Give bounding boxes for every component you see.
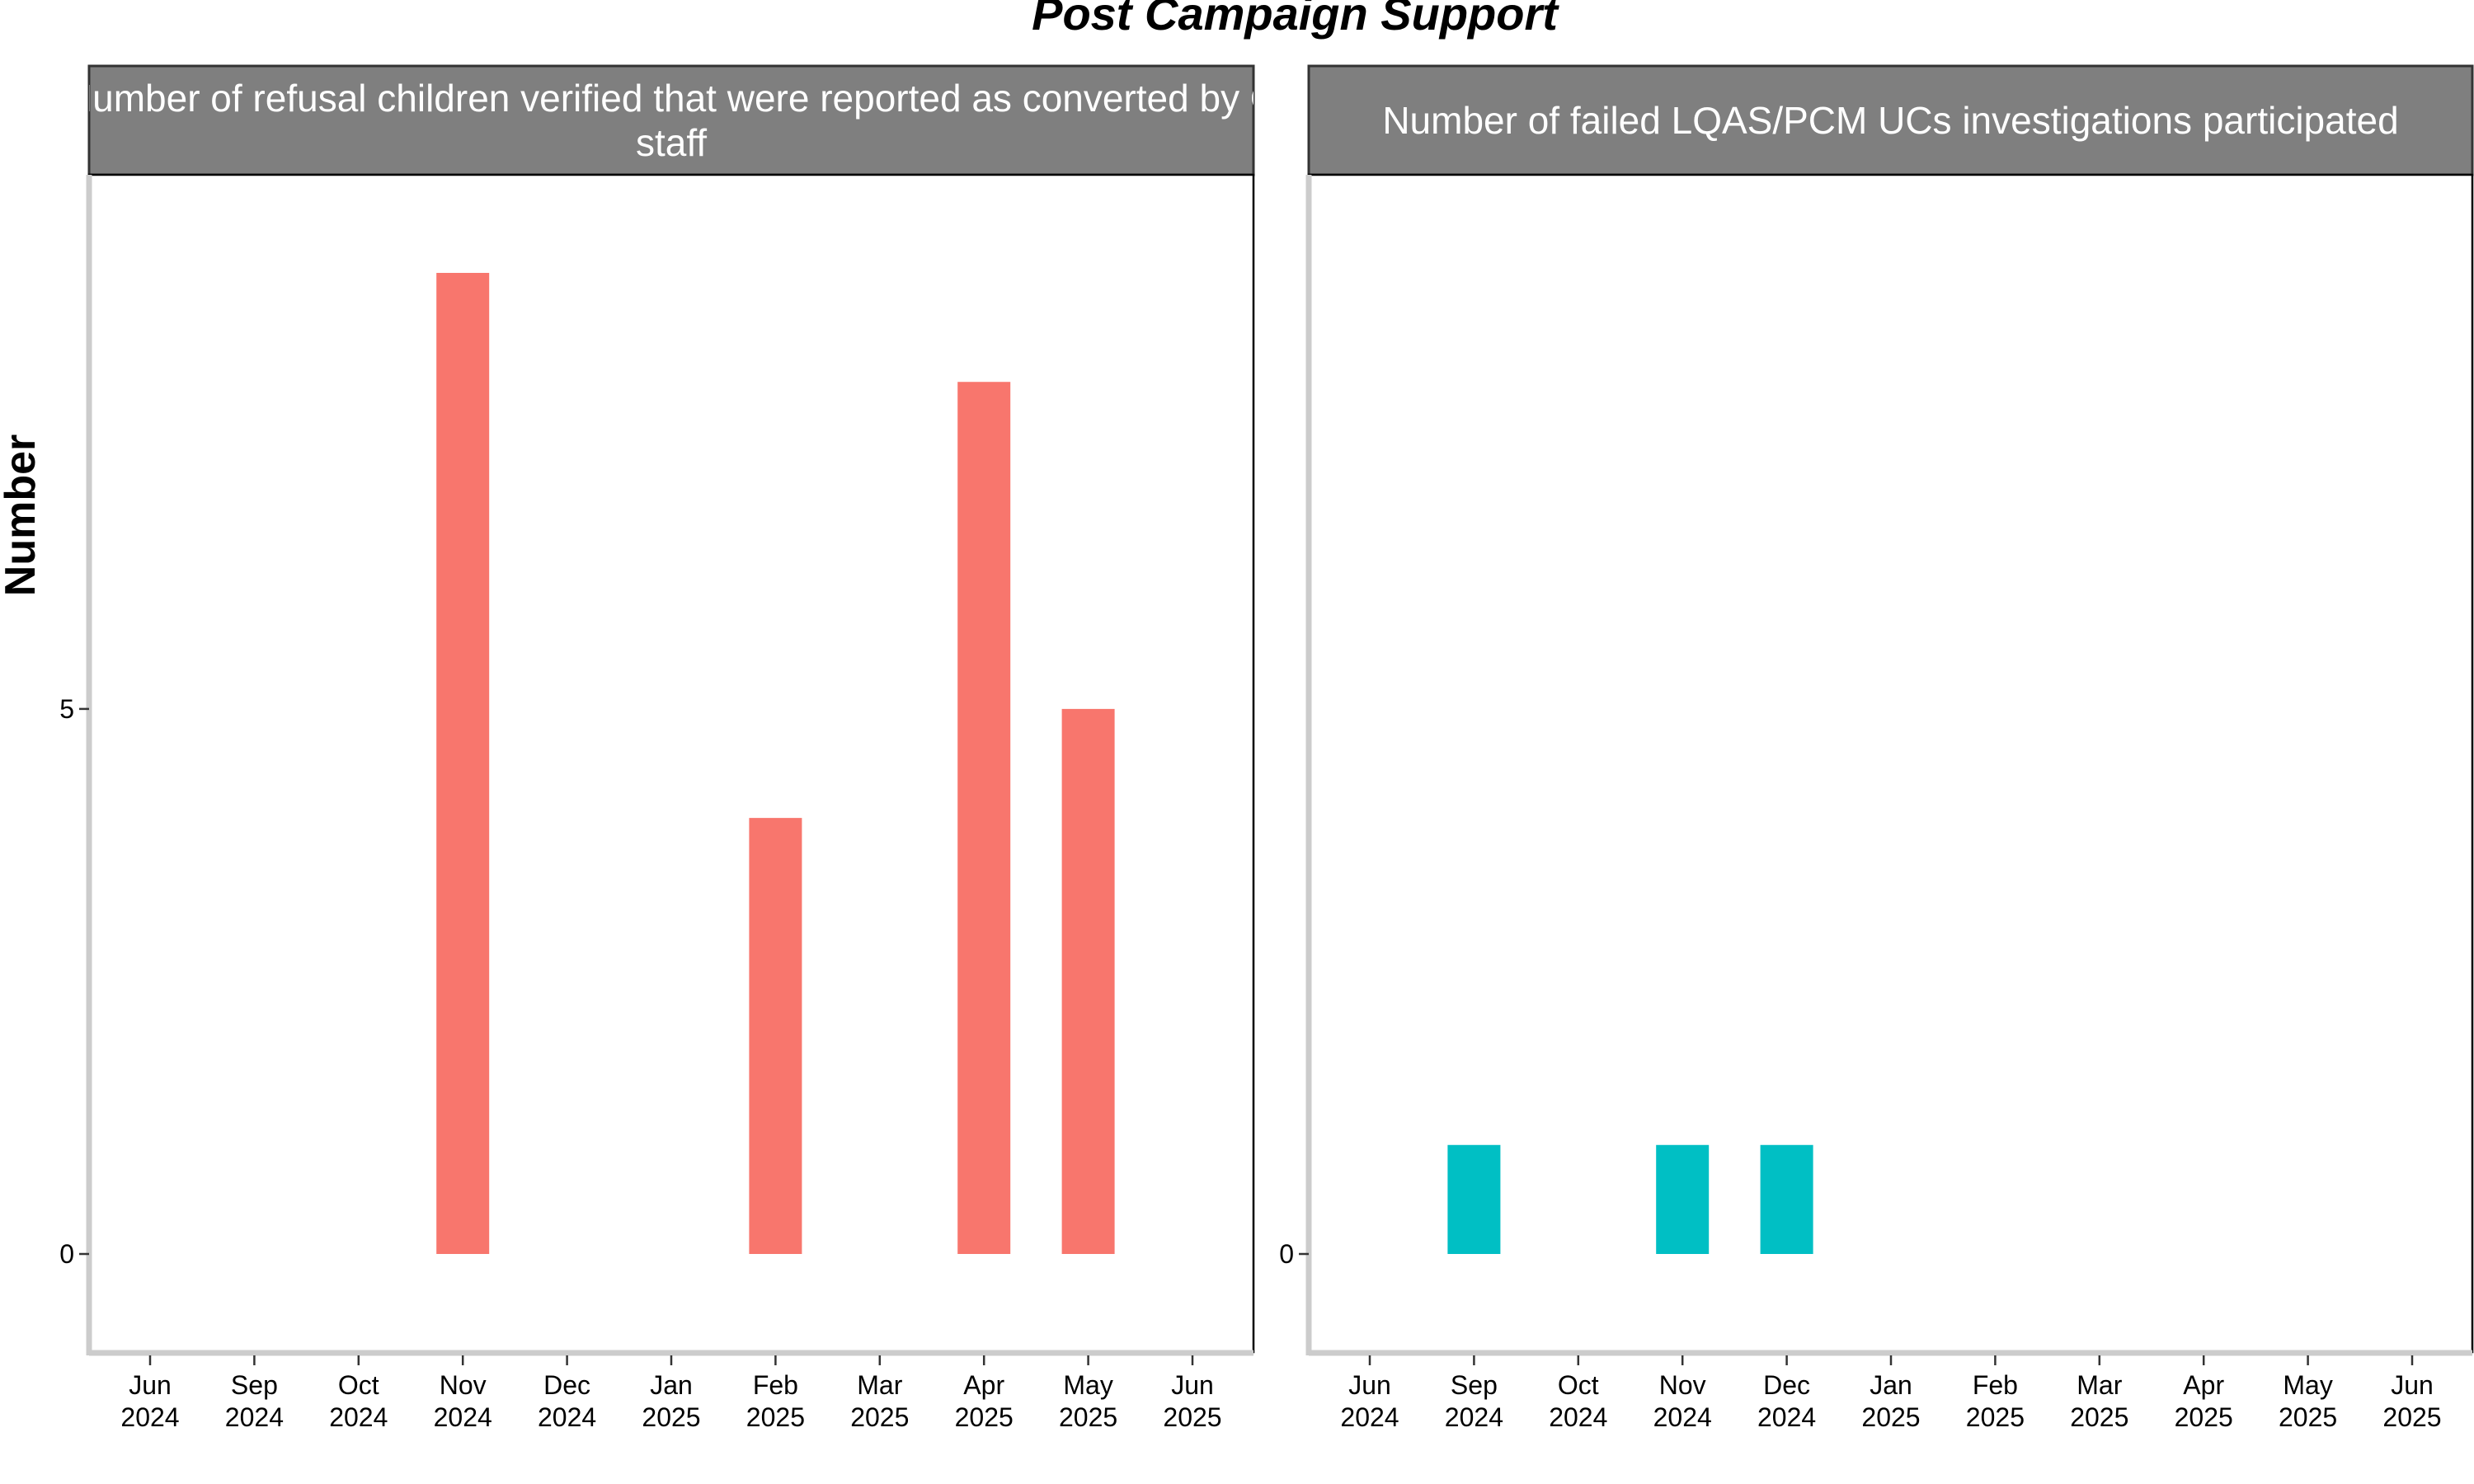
x-tick-label-year: 2025: [2279, 1402, 2337, 1432]
bar: [1061, 708, 1115, 1254]
x-tick-label-month: Jun: [1171, 1370, 1214, 1400]
x-tick-label-year: 2024: [434, 1402, 492, 1432]
x-tick-label-month: Mar: [2077, 1370, 2122, 1400]
y-tick-label: 0: [1279, 1239, 1294, 1269]
x-tick-label-year: 2024: [1757, 1402, 1816, 1432]
facet-strip: [87, 64, 1255, 176]
x-tick-label-month: Oct: [1558, 1370, 1599, 1400]
x-tick-label-year: 2024: [1653, 1402, 1712, 1432]
x-tick-label-month: Nov: [440, 1370, 487, 1400]
x-tick-label-year: 2025: [2382, 1402, 2441, 1432]
x-tick-label-month: Nov: [1659, 1370, 1706, 1400]
chart-title: Post Campaign Support: [1032, 0, 1559, 40]
x-tick-label-year: 2025: [850, 1402, 909, 1432]
x-tick-label-year: 2024: [1445, 1402, 1503, 1432]
x-tick-label-month: Jun: [129, 1370, 172, 1400]
x-tick-label-month: Oct: [338, 1370, 379, 1400]
facet-panel-1: Number of refusal children verified that…: [59, 64, 1277, 1432]
facet-panel-2: Number of failed LQAS/PCM UCs investigat…: [1279, 64, 2474, 1432]
facet-panels: Number of refusal children verified that…: [59, 64, 2474, 1432]
x-tick-label-year: 2025: [1861, 1402, 1920, 1432]
x-tick-label-year: 2025: [1059, 1402, 1117, 1432]
bar: [436, 273, 490, 1254]
bar: [1656, 1144, 1710, 1254]
x-tick-label-month: Sep: [1451, 1370, 1498, 1400]
x-tick-label-month: Jan: [650, 1370, 693, 1400]
x-tick-label-month: Jun: [1348, 1370, 1391, 1400]
x-tick-label-month: May: [1063, 1370, 1112, 1400]
facet-title-line: Number of refusal children verified that…: [65, 77, 1277, 120]
x-tick-label-year: 2024: [538, 1402, 596, 1432]
x-tick-label-year: 2024: [1549, 1402, 1607, 1432]
facet-title-line: staff: [636, 121, 707, 164]
facet-strip-text: Number of refusal children verified that…: [65, 77, 1277, 164]
x-tick-label-month: Mar: [857, 1370, 902, 1400]
x-tick-label-year: 2025: [2070, 1402, 2128, 1432]
plot-panel: [1307, 173, 2474, 1354]
x-tick-label-year: 2025: [746, 1402, 805, 1432]
x-tick-label-year: 2024: [1340, 1402, 1399, 1432]
x-tick-label-month: Jun: [2391, 1370, 2434, 1400]
x-tick-label-year: 2025: [642, 1402, 700, 1432]
bar: [749, 818, 802, 1254]
facet-title-line: Number of failed LQAS/PCM UCs investigat…: [1382, 99, 2398, 142]
x-tick-label-month: Dec: [543, 1370, 590, 1400]
x-tick-label-month: Apr: [2183, 1370, 2224, 1400]
x-tick-label-month: Sep: [231, 1370, 278, 1400]
x-tick-label-year: 2025: [2175, 1402, 2233, 1432]
x-tick-label-month: Feb: [1973, 1370, 2018, 1400]
bar: [1760, 1144, 1813, 1254]
x-tick-label-year: 2025: [1163, 1402, 1221, 1432]
x-tick-label-year: 2024: [225, 1402, 284, 1432]
x-tick-label-year: 2025: [955, 1402, 1014, 1432]
bar: [1447, 1144, 1501, 1254]
x-tick-label-month: Apr: [963, 1370, 1004, 1400]
bar: [957, 382, 1011, 1255]
facet-strip: [1307, 64, 2474, 176]
y-tick-label: 0: [59, 1239, 74, 1269]
facet-strip-text: Number of failed LQAS/PCM UCs investigat…: [1382, 99, 2398, 142]
x-tick-label-year: 2024: [120, 1402, 179, 1432]
x-tick-label-month: Dec: [1763, 1370, 1810, 1400]
y-axis-label: Number: [0, 434, 45, 596]
x-tick-label-year: 2024: [329, 1402, 388, 1432]
plot-panel: [87, 173, 1255, 1354]
x-tick-label-month: May: [2283, 1370, 2332, 1400]
x-tick-label-month: Feb: [753, 1370, 798, 1400]
x-tick-label-month: Jan: [1870, 1370, 1912, 1400]
x-tick-label-year: 2025: [1966, 1402, 2025, 1432]
y-tick-label: 5: [59, 694, 74, 724]
